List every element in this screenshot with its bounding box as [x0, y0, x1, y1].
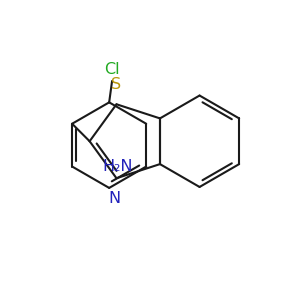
Text: H₂N: H₂N [102, 159, 133, 174]
Text: N: N [109, 191, 121, 206]
Text: S: S [111, 76, 122, 92]
Text: Cl: Cl [104, 62, 120, 77]
